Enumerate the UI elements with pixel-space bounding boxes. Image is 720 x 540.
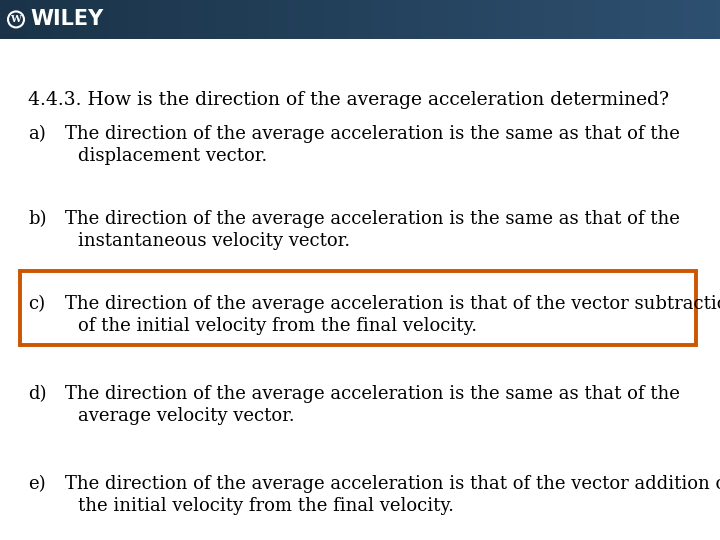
Text: d): d): [28, 385, 47, 403]
Text: WILEY: WILEY: [30, 9, 103, 30]
Text: The direction of the average acceleration is that of the vector subtraction: The direction of the average acceleratio…: [65, 295, 720, 313]
Text: The direction of the average acceleration is the same as that of the: The direction of the average acceleratio…: [65, 125, 680, 143]
Text: The direction of the average acceleration is the same as that of the: The direction of the average acceleratio…: [65, 385, 680, 403]
Text: W: W: [11, 15, 22, 24]
FancyBboxPatch shape: [20, 271, 696, 345]
Text: b): b): [28, 210, 47, 228]
Text: c): c): [28, 295, 45, 313]
Text: of the initial velocity from the final velocity.: of the initial velocity from the final v…: [78, 317, 477, 335]
Text: 4.4.3. How is the direction of the average acceleration determined?: 4.4.3. How is the direction of the avera…: [28, 91, 669, 109]
Text: The direction of the average acceleration is that of the vector addition of: The direction of the average acceleratio…: [65, 475, 720, 493]
Text: e): e): [28, 475, 45, 493]
Text: The direction of the average acceleration is the same as that of the: The direction of the average acceleratio…: [65, 210, 680, 228]
Text: the initial velocity from the final velocity.: the initial velocity from the final velo…: [78, 497, 454, 515]
Text: instantaneous velocity vector.: instantaneous velocity vector.: [78, 232, 350, 250]
Text: average velocity vector.: average velocity vector.: [78, 407, 294, 425]
Text: displacement vector.: displacement vector.: [78, 147, 267, 165]
Text: a): a): [28, 125, 46, 143]
